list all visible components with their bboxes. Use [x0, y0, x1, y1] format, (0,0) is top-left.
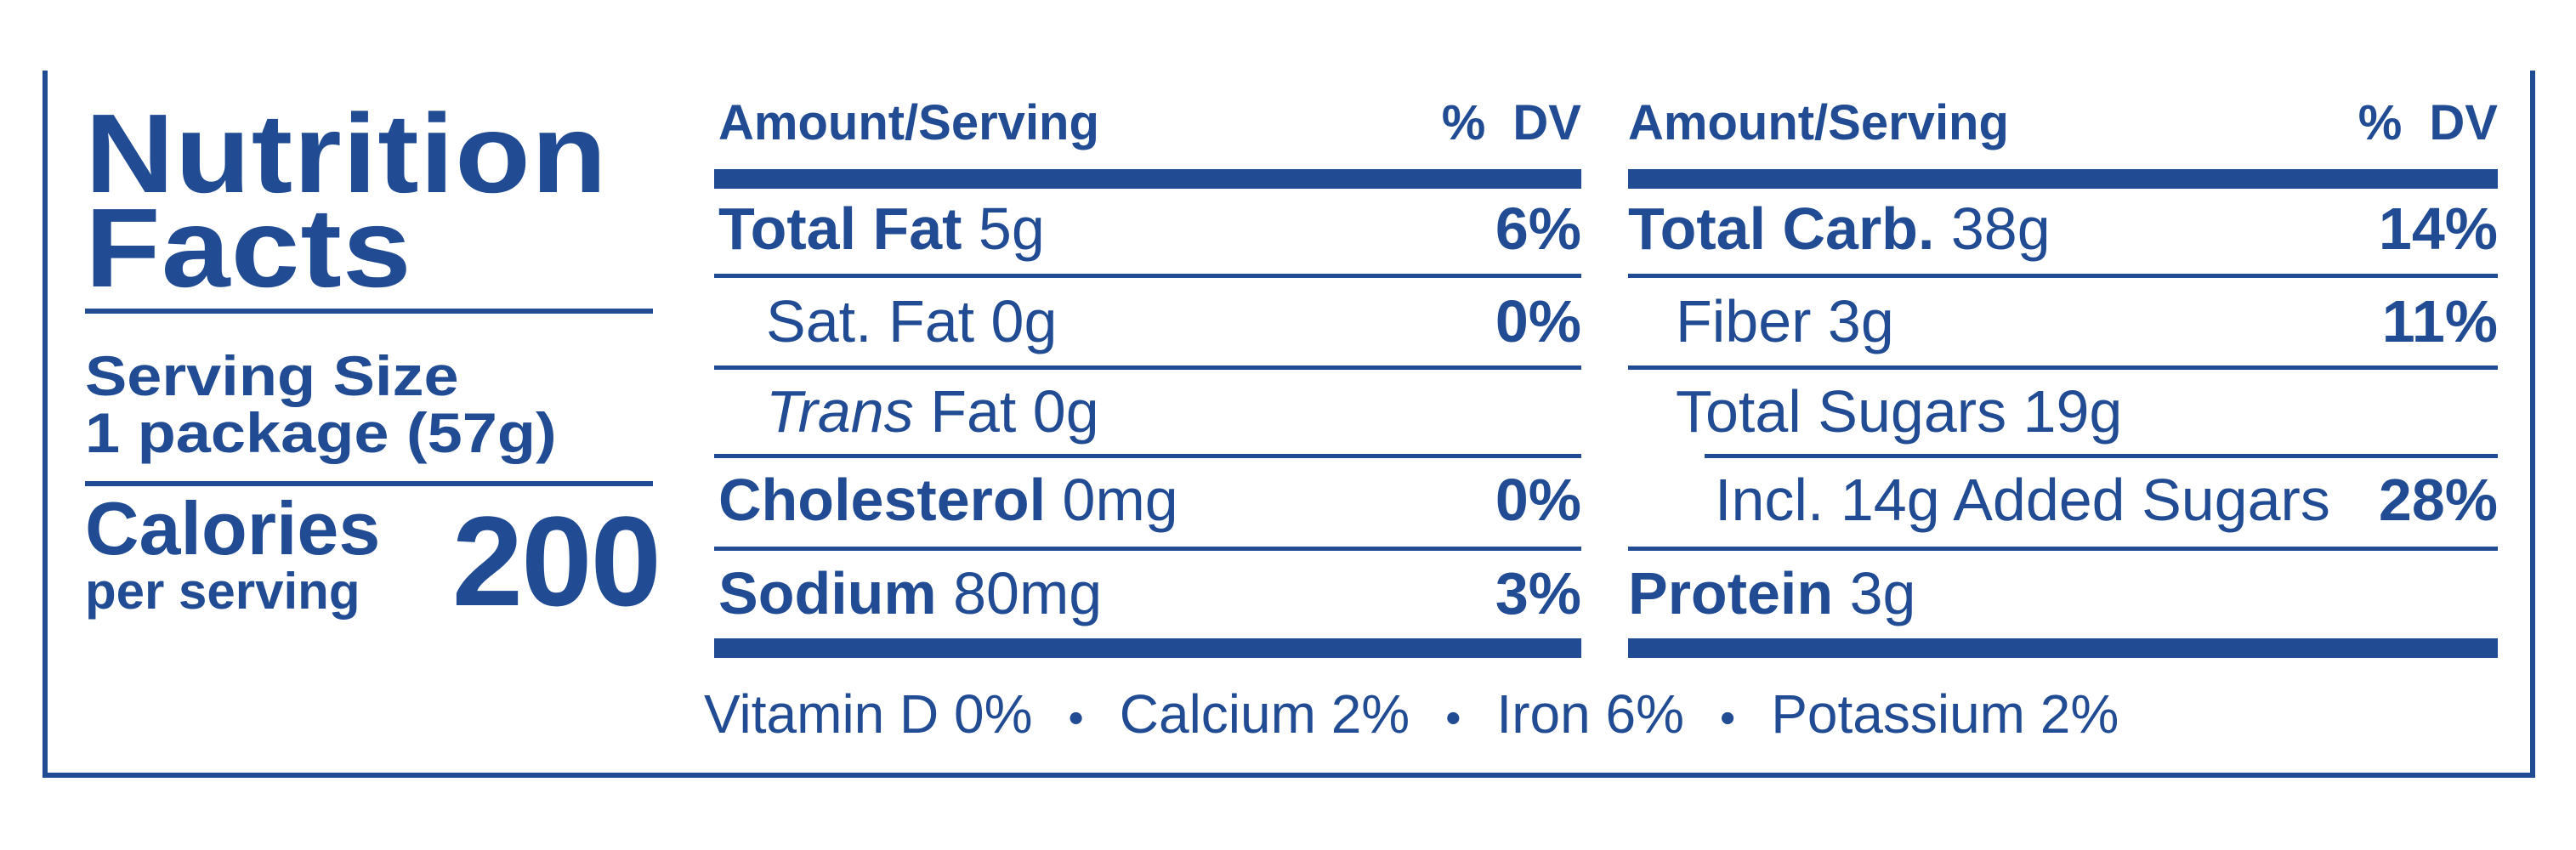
serving-size-value: 1 package (57g): [85, 401, 557, 465]
calories-label: Calories: [85, 486, 381, 571]
nutrient-row-sodium: Sodium 80mg 3%: [718, 561, 1581, 626]
header-amount-serving: Amount/Serving: [718, 95, 1099, 150]
nutrient-dv: 28%: [2378, 467, 2498, 533]
nutrient-row-added-sugars: Incl. 14g Added Sugars 28%: [1628, 468, 2498, 533]
calories-block: Calories per serving 200: [85, 491, 661, 625]
border-left-line: [43, 71, 48, 778]
nutrient-name: Fiber 3g: [1676, 288, 1894, 354]
divider-under-title: [85, 309, 653, 314]
nutrient-name: Total Sugars 19g: [1676, 378, 2123, 445]
divider: [1628, 547, 2498, 551]
footer-bar: [714, 638, 1581, 658]
nutrient-row-protein: Protein 3g: [1628, 561, 2498, 626]
nutrient-name: Incl. 14g Added Sugars: [1715, 467, 2330, 533]
label-title-line1: Nutrition: [85, 91, 608, 216]
nutrient-dv: 3%: [1495, 560, 1581, 626]
divider: [1628, 366, 2498, 370]
divider-indented: [1705, 454, 2498, 458]
nutrient-name: Cholesterol 0mg: [718, 467, 1178, 533]
divider: [714, 454, 1581, 458]
micronutrient-calcium: Calcium 2%: [1119, 683, 1410, 745]
label-title-line2: Facts: [85, 184, 412, 310]
micronutrient-potassium: Potassium 2%: [1771, 683, 2119, 745]
border-right-line: [2530, 71, 2535, 778]
micronutrient-vitamin-d: Vitamin D 0%: [704, 683, 1033, 745]
nutrient-name: Total Carb. 38g: [1628, 196, 2051, 262]
nutrient-name: Trans Fat 0g: [766, 378, 1099, 445]
header-amount-serving: Amount/Serving: [1628, 95, 2009, 150]
nutrient-row-sat-fat: Sat. Fat 0g 0%: [718, 289, 1581, 354]
divider: [714, 547, 1581, 551]
serving-size-block: Serving Size 1 package (57g): [85, 344, 557, 465]
nutrient-dv: 0%: [1495, 288, 1581, 354]
divider-under-serving: [85, 481, 653, 486]
bullet-separator-icon: •: [1445, 694, 1461, 743]
column-header-amount-serving-1: Amount/Serving % DV: [718, 96, 1581, 150]
column-header-amount-serving-2: Amount/Serving % DV: [1628, 96, 2498, 150]
footer-bar: [1628, 638, 2498, 658]
bullet-separator-icon: •: [1719, 694, 1736, 743]
border-bottom-line: [43, 773, 2535, 778]
label-title: Nutrition Facts: [85, 91, 608, 310]
nutrient-row-fiber: Fiber 3g 11%: [1628, 289, 2498, 354]
nutrient-dv: 14%: [2378, 196, 2498, 262]
serving-size-label: Serving Size: [85, 344, 459, 407]
bullet-separator-icon: •: [1068, 694, 1084, 743]
calories-value: 200: [451, 490, 661, 632]
divider: [714, 366, 1581, 370]
divider: [1628, 274, 2498, 278]
header-bar: [714, 169, 1581, 189]
nutrient-dv: 11%: [2381, 288, 2498, 354]
nutrient-name: Total Fat 5g: [718, 196, 1045, 262]
nutrient-name: Sat. Fat 0g: [766, 288, 1058, 354]
header-percent-dv: % DV: [1441, 95, 1581, 150]
nutrient-name: Sodium 80mg: [718, 560, 1103, 626]
calories-sublabel: per serving: [85, 563, 360, 620]
nutrient-name: Protein 3g: [1628, 560, 1916, 626]
micronutrient-iron: Iron 6%: [1496, 683, 1684, 745]
calories-labels: Calories per serving: [85, 486, 381, 620]
header-percent-dv: % DV: [2358, 95, 2498, 150]
nutrient-row-total-sugars: Total Sugars 19g: [1628, 379, 2498, 445]
micronutrients-row: Vitamin D 0% • Calcium 2% • Iron 6% • Po…: [704, 683, 2119, 745]
nutrient-row-cholesterol: Cholesterol 0mg 0%: [718, 468, 1581, 533]
nutrient-row-total-fat: Total Fat 5g 6%: [718, 196, 1581, 262]
divider: [714, 274, 1581, 278]
nutrient-dv: 6%: [1495, 196, 1581, 262]
header-bar: [1628, 169, 2498, 189]
nutrient-dv: 0%: [1495, 467, 1581, 533]
nutrient-row-total-carb: Total Carb. 38g 14%: [1628, 196, 2498, 262]
nutrient-row-trans-fat: Trans Fat 0g: [718, 379, 1581, 445]
